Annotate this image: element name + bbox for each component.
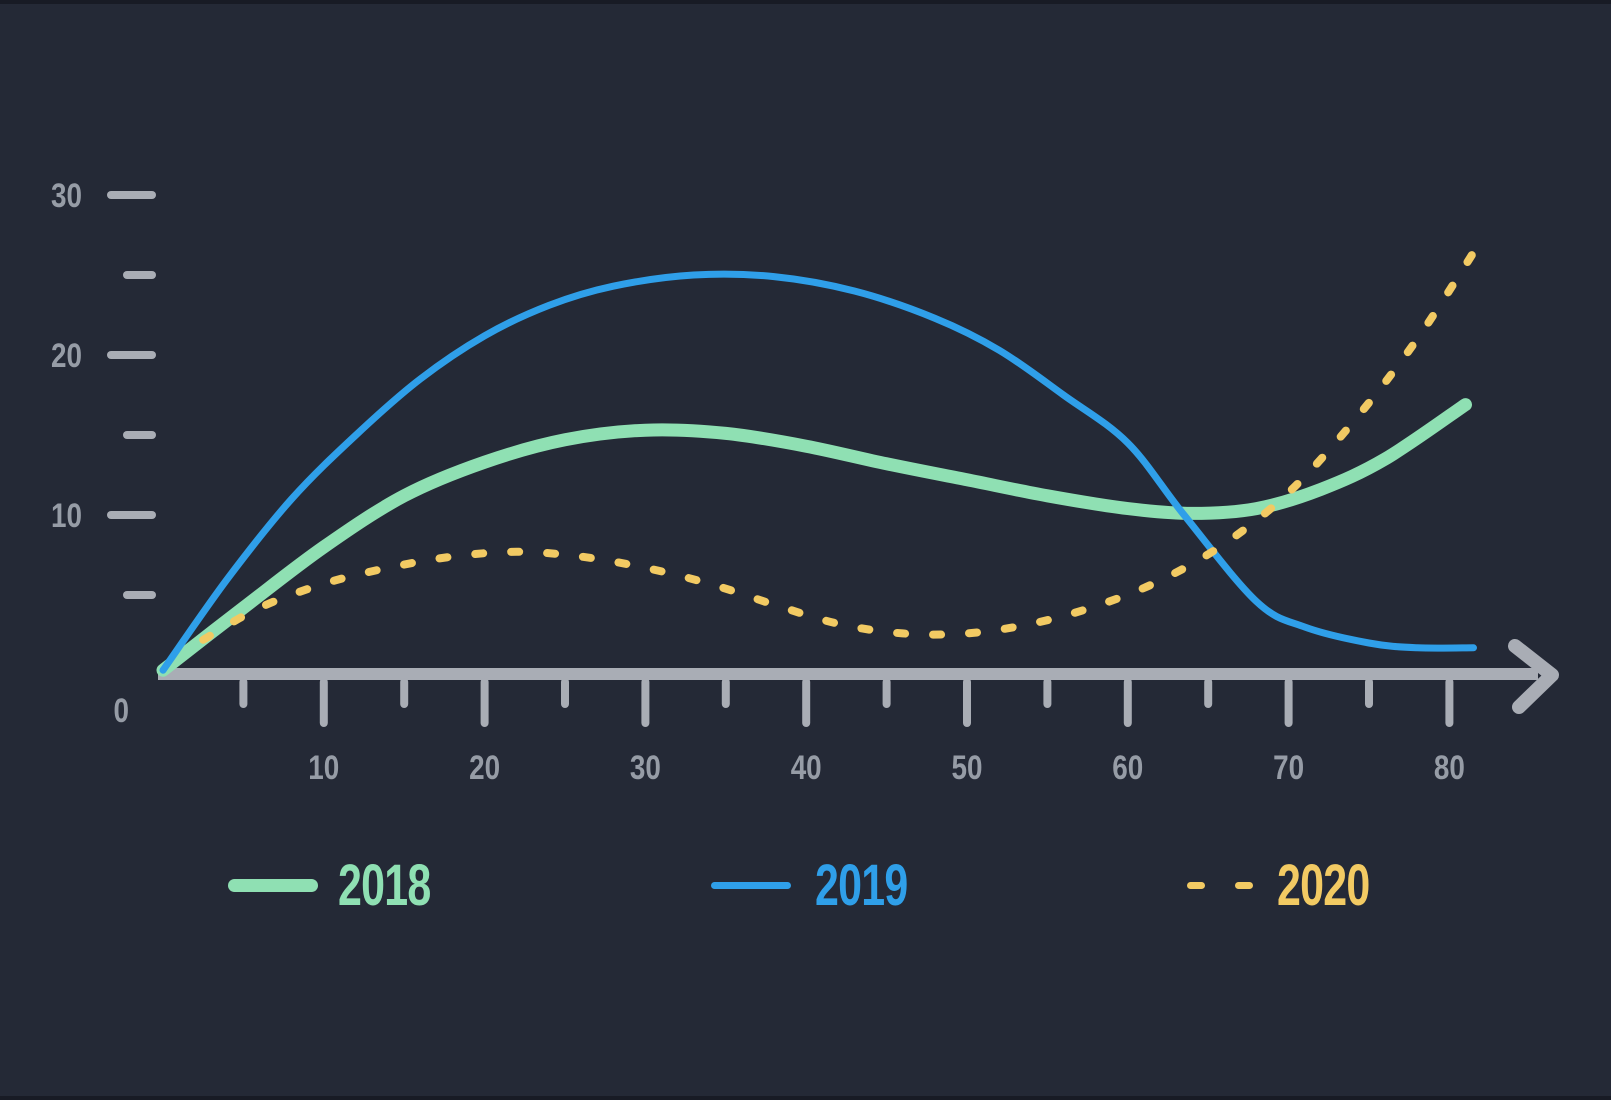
series-2020-line: [199, 235, 1486, 644]
legend-label-2018: 2018: [338, 852, 431, 918]
x-tick-label: 20: [469, 749, 500, 787]
legend-item-2019: 2019: [711, 845, 940, 925]
y-tick-label: 30: [51, 177, 82, 215]
x-axis-line: [158, 668, 1538, 680]
x-tick-label: 60: [1112, 749, 1143, 787]
x-tick-label: 10: [308, 749, 339, 787]
series-2019-line: [159, 270, 1477, 674]
series-2018-line: [156, 398, 1472, 677]
legend-swatch-2020-dash: [1235, 881, 1253, 889]
y-tick-label: 20: [51, 337, 82, 375]
legend-swatch-2020-dash: [1187, 881, 1205, 889]
legend-label-2020: 2020: [1277, 852, 1370, 918]
x-axis-arrowhead: [1508, 639, 1559, 714]
x-tick-label: 40: [791, 749, 822, 787]
top-edge-strip: [0, 0, 1611, 4]
legend-item-2018: 2018: [228, 845, 463, 925]
x-tick-label: 70: [1273, 749, 1304, 787]
legend: 2018 2019 2020: [0, 845, 1611, 925]
y-tick-label: 10: [51, 497, 82, 535]
x-tick-label: 50: [952, 749, 983, 787]
line-chart: 10 20 30 10 20 30 40 50 60 70 80 0: [51, 177, 1559, 787]
axes: 10 20 30 10 20 30 40 50 60 70 80 0: [51, 177, 1559, 787]
x-tick-label: 80: [1434, 749, 1465, 787]
bottom-edge-strip: [0, 1096, 1611, 1100]
legend-label-2019: 2019: [815, 852, 908, 918]
legend-swatch-2018-line: [228, 878, 318, 892]
legend-swatch-2019-line: [711, 881, 791, 889]
origin-label: 0: [114, 692, 130, 730]
legend-item-2020: 2020: [1187, 845, 1402, 925]
x-tick-label: 30: [630, 749, 661, 787]
